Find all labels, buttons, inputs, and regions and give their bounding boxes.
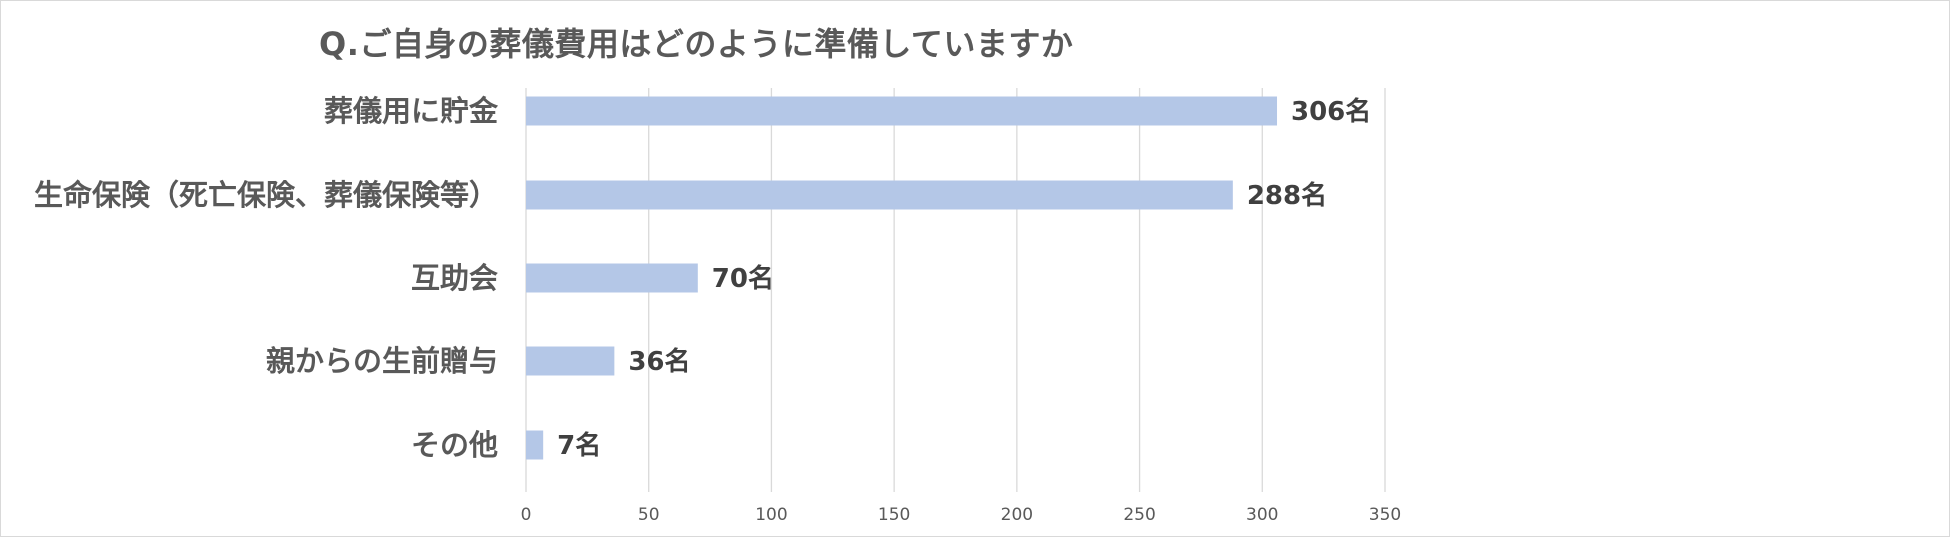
- x-tick-labels: 0 50 100 150 200 250 300 350: [521, 505, 1402, 525]
- category-label: 葬儀用に貯金: [324, 94, 499, 128]
- category-label: その他: [411, 428, 498, 462]
- category-label: 互助会: [411, 261, 498, 295]
- bar: [526, 96, 1278, 126]
- bar: [526, 263, 698, 293]
- category-label: 親からの生前贈与: [266, 344, 498, 378]
- data-label: 288名: [1247, 180, 1327, 211]
- x-tick-label: 300: [1246, 505, 1278, 525]
- data-label: 306名: [1291, 96, 1371, 127]
- data-labels: 306名 288名 70名 36名 7名: [557, 96, 1371, 461]
- data-label: 70名: [712, 263, 774, 294]
- chart-title: Q.ご自身の葬儀費用はどのように準備していますか: [319, 25, 1074, 63]
- x-tick-label: 0: [521, 505, 532, 525]
- x-tick-label: 200: [1001, 505, 1033, 525]
- gridlines: [525, 88, 1386, 492]
- bar: [526, 180, 1233, 210]
- x-tick-label: 350: [1369, 505, 1401, 525]
- bar: [526, 346, 615, 376]
- data-label: 7名: [557, 430, 601, 461]
- x-tick-label: 50: [638, 505, 660, 525]
- data-label: 36名: [628, 346, 690, 377]
- x-tick-label: 100: [755, 505, 787, 525]
- category-label: 生命保険（死亡保険、葬儀保険等）: [34, 178, 498, 212]
- x-tick-label: 150: [878, 505, 910, 525]
- bar: [526, 430, 544, 460]
- bars: [526, 96, 1278, 460]
- x-tick-label: 250: [1123, 505, 1155, 525]
